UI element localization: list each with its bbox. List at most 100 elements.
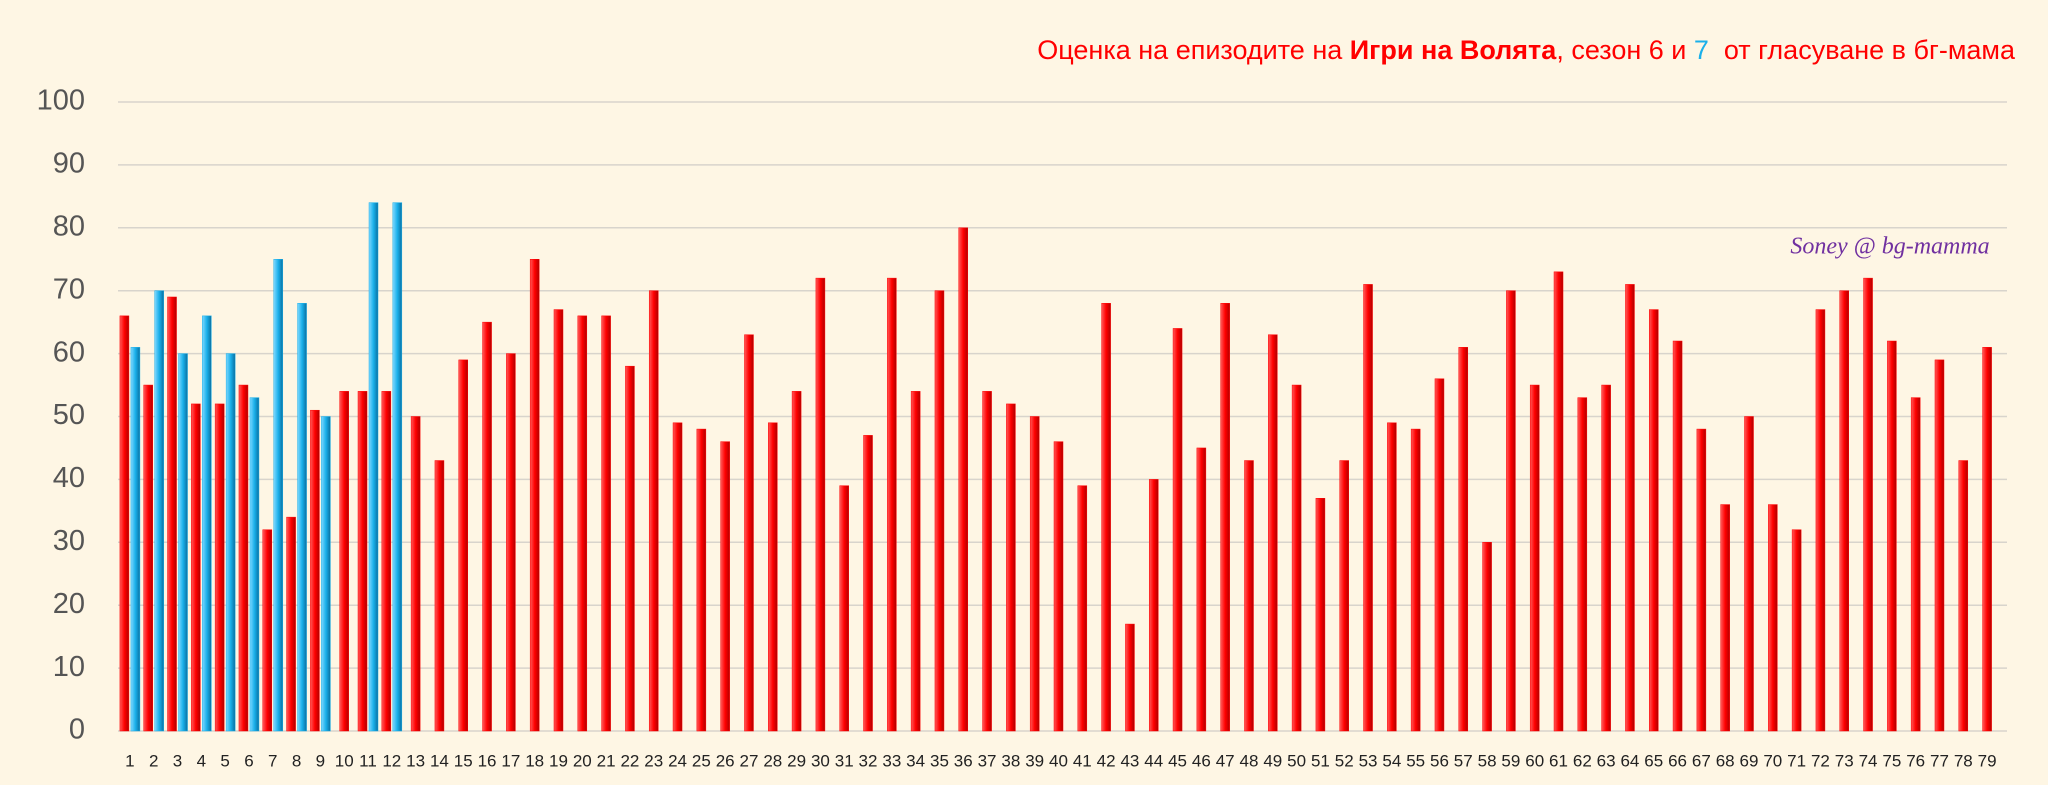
- x-tick-label: 77: [1930, 751, 1949, 770]
- bar: [392, 202, 403, 732]
- y-tick-label: 50: [53, 399, 85, 431]
- x-tick-label: 78: [1954, 751, 1973, 770]
- bar: [1887, 340, 1897, 732]
- bar: [1077, 485, 1088, 732]
- x-tick-label: 4: [197, 751, 206, 770]
- bar: [1863, 277, 1873, 732]
- y-tick-label: 90: [53, 148, 85, 180]
- bar: [381, 391, 392, 732]
- bar: [1744, 416, 1754, 732]
- x-tick-label: 71: [1787, 751, 1806, 770]
- x-tick-label: 70: [1763, 751, 1782, 770]
- bar: [1577, 397, 1588, 732]
- x-tick-label: 18: [525, 751, 544, 770]
- bar: [1006, 403, 1016, 732]
- bar: [262, 529, 273, 732]
- title-part: Игри на Волята: [1350, 35, 1558, 65]
- bar: [1649, 309, 1659, 732]
- x-tick-label: 17: [501, 751, 520, 770]
- bar: [167, 296, 177, 732]
- bar: [648, 290, 659, 732]
- bar: [696, 428, 707, 732]
- bar: [720, 441, 730, 732]
- x-tick-label: 3: [173, 751, 182, 770]
- x-tick-label: 5: [220, 751, 229, 770]
- x-tick-label: 42: [1097, 751, 1116, 770]
- bar: [1958, 460, 1969, 732]
- x-tick-label: 64: [1620, 751, 1639, 770]
- x-tick-label: 72: [1811, 751, 1830, 770]
- y-tick-label: 10: [53, 651, 85, 683]
- x-tick-label: 74: [1859, 751, 1878, 770]
- x-tick-label: 36: [954, 751, 973, 770]
- bar: [768, 422, 778, 732]
- y-tick-label: 100: [37, 85, 85, 117]
- x-tick-label: 49: [1263, 751, 1282, 770]
- x-tick-label: 76: [1906, 751, 1925, 770]
- x-tick-label: 63: [1597, 751, 1616, 770]
- bar: [1339, 460, 1349, 732]
- bar: [1101, 303, 1111, 732]
- bar: [249, 397, 260, 732]
- x-tick-label: 44: [1144, 751, 1163, 770]
- bar: [273, 259, 284, 732]
- chart-title: Оценка на епизодите на Игри на Волята, с…: [1037, 35, 2016, 65]
- title-part: Оценка на епизодите на: [1037, 35, 1350, 65]
- bar: [143, 384, 153, 732]
- x-tick-label: 55: [1406, 751, 1425, 770]
- x-tick-label: 22: [620, 751, 639, 770]
- x-tick-label: 37: [978, 751, 997, 770]
- y-tick-label: 20: [53, 588, 85, 620]
- bar: [863, 435, 873, 732]
- x-tick-label: 2: [149, 751, 158, 770]
- bar: [286, 516, 296, 732]
- bar: [601, 315, 611, 732]
- x-tick-label: 19: [549, 751, 568, 770]
- title-part: от гласуване в бг-мама: [1709, 35, 2016, 65]
- x-tick-label: 66: [1668, 751, 1687, 770]
- x-tick-label: 65: [1644, 751, 1663, 770]
- bar: [910, 391, 921, 732]
- bar: [1815, 309, 1826, 732]
- bar: [154, 290, 164, 732]
- bar: [1291, 384, 1302, 732]
- x-tick-label: 16: [478, 751, 497, 770]
- y-tick-label: 80: [53, 210, 85, 242]
- x-tick-label: 11: [359, 751, 377, 770]
- x-tick-label: 48: [1240, 751, 1259, 770]
- x-tick-label: 12: [382, 751, 401, 770]
- bar: [815, 277, 826, 732]
- bar: [1244, 460, 1254, 732]
- x-tick-label: 31: [835, 751, 854, 770]
- bar: [672, 422, 683, 732]
- bar: [887, 277, 897, 732]
- x-tick-label: 79: [1978, 751, 1997, 770]
- bar: [1982, 347, 1992, 732]
- x-tick-label: 73: [1835, 751, 1854, 770]
- bar: [321, 416, 331, 732]
- bar: [297, 303, 307, 732]
- x-tick-label: 7: [268, 751, 277, 770]
- bar: [1172, 328, 1183, 732]
- bar: [339, 391, 349, 732]
- x-tick-label: 33: [882, 751, 901, 770]
- bar: [577, 315, 588, 732]
- bar: [1434, 378, 1445, 732]
- x-tick-label: 25: [692, 751, 711, 770]
- x-tick-label: 9: [316, 751, 325, 770]
- x-tick-label: 8: [292, 751, 301, 770]
- bar: [958, 227, 969, 732]
- x-tick-label: 43: [1120, 751, 1139, 770]
- bar: [1601, 384, 1611, 732]
- x-tick-label: 45: [1168, 751, 1187, 770]
- bar: [506, 353, 516, 732]
- title-part: , сезон 6 и: [1556, 35, 1694, 65]
- x-tick-label: 60: [1525, 751, 1544, 770]
- x-tick-label: 69: [1740, 751, 1759, 770]
- x-tick-label: 53: [1359, 751, 1378, 770]
- bar: [839, 485, 849, 732]
- x-tick-label: 21: [597, 751, 616, 770]
- x-tick-label: 67: [1692, 751, 1711, 770]
- x-tick-label: 46: [1192, 751, 1211, 770]
- y-tick-label: 30: [53, 525, 85, 557]
